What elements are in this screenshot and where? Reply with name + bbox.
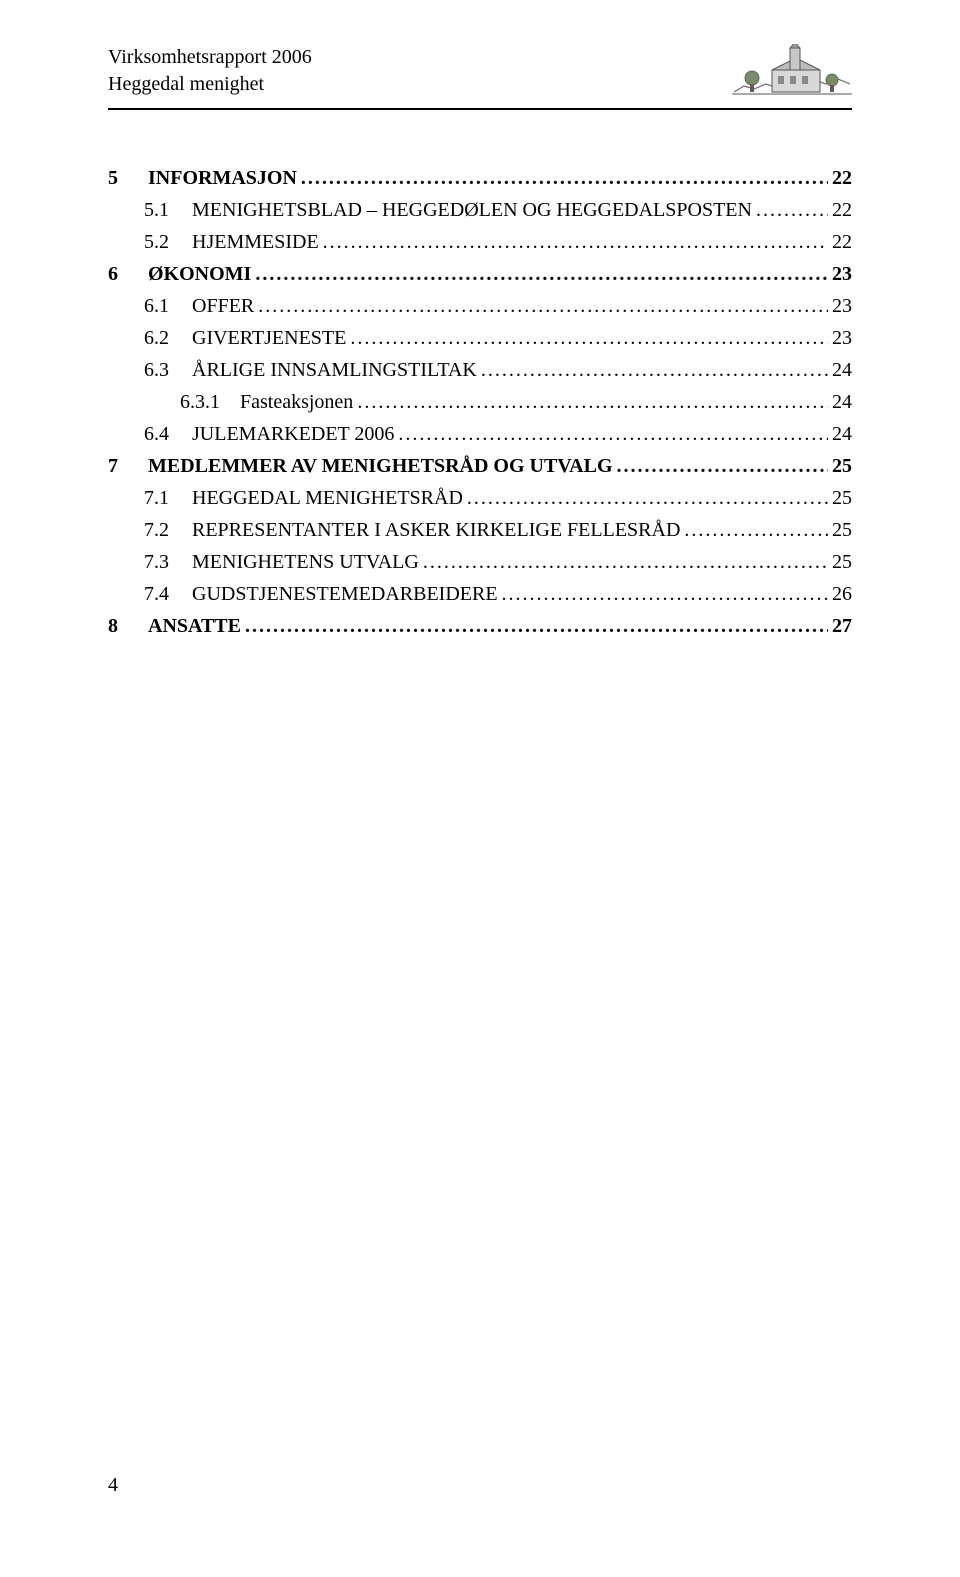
toc-page-number: 23: [832, 322, 852, 354]
toc-entry: 8ANSATTE................................…: [108, 610, 852, 642]
toc-title: JULEMARKEDET 2006: [192, 418, 394, 450]
toc-entry: 7.2REPRESENTANTER I ASKER KIRKELIGE FELL…: [108, 514, 852, 546]
toc-title: REPRESENTANTER I ASKER KIRKELIGE FELLESR…: [192, 514, 680, 546]
toc-entry: 7.4GUDSTJENESTEMEDARBEIDERE.............…: [108, 578, 852, 610]
toc-page-number: 27: [832, 610, 852, 642]
toc-leader-dots: ........................................…: [467, 482, 828, 514]
toc-page-number: 24: [832, 354, 852, 386]
toc-title: INFORMASJON: [148, 162, 297, 194]
toc-title: GIVERTJENESTE: [192, 322, 346, 354]
toc-entry: 5.2HJEMMESIDE...........................…: [108, 226, 852, 258]
toc-entry: 7.3MENIGHETENS UTVALG...................…: [108, 546, 852, 578]
church-illustration: [732, 44, 852, 102]
toc-number: 5: [108, 162, 148, 194]
toc-leader-dots: ........................................…: [301, 162, 828, 194]
toc-entry: 6.1OFFER................................…: [108, 290, 852, 322]
page-header: Virksomhetsrapport 2006 Heggedal menighe…: [108, 44, 852, 122]
toc-leader-dots: ........................................…: [350, 322, 828, 354]
toc-page-number: 22: [832, 226, 852, 258]
toc-page-number: 24: [832, 386, 852, 418]
toc-entry: 5INFORMASJON............................…: [108, 162, 852, 194]
toc-number: 6.1: [144, 290, 192, 322]
toc-number: 6.3: [144, 354, 192, 386]
toc-page-number: 22: [832, 194, 852, 226]
document-page: Virksomhetsrapport 2006 Heggedal menighe…: [0, 0, 960, 642]
toc-entry: 6.2GIVERTJENESTE........................…: [108, 322, 852, 354]
toc-number: 6.2: [144, 322, 192, 354]
toc-entry: 6ØKONOMI................................…: [108, 258, 852, 290]
toc-leader-dots: ........................................…: [756, 194, 828, 226]
toc-page-number: 22: [832, 162, 852, 194]
toc-page-number: 25: [832, 482, 852, 514]
toc-leader-dots: ........................................…: [398, 418, 828, 450]
toc-entry: 6.4JULEMARKEDET 2006....................…: [108, 418, 852, 450]
toc-page-number: 25: [832, 450, 852, 482]
toc-leader-dots: ........................................…: [423, 546, 828, 578]
toc-entry: 5.1MENIGHETSBLAD – HEGGEDØLEN OG HEGGEDA…: [108, 194, 852, 226]
toc-leader-dots: ........................................…: [258, 290, 828, 322]
toc-title: MEDLEMMER AV MENIGHETSRÅD OG UTVALG: [148, 450, 613, 482]
toc-title: OFFER: [192, 290, 254, 322]
toc-page-number: 25: [832, 546, 852, 578]
toc-entry: 6.3ÅRLIGE INNSAMLINGSTILTAK.............…: [108, 354, 852, 386]
toc-page-number: 26: [832, 578, 852, 610]
toc-number: 7.4: [144, 578, 192, 610]
table-of-contents: 5INFORMASJON............................…: [108, 162, 852, 642]
toc-number: 7.1: [144, 482, 192, 514]
toc-number: 6.4: [144, 418, 192, 450]
toc-leader-dots: ........................................…: [323, 226, 828, 258]
toc-number: 7.2: [144, 514, 192, 546]
toc-number: 6: [108, 258, 148, 290]
toc-leader-dots: ........................................…: [481, 354, 828, 386]
toc-title: ØKONOMI: [148, 258, 251, 290]
toc-number: 5.2: [144, 226, 192, 258]
toc-leader-dots: ........................................…: [255, 258, 828, 290]
toc-page-number: 23: [832, 290, 852, 322]
toc-number: 6.3.1: [180, 386, 240, 418]
toc-title: ANSATTE: [148, 610, 241, 642]
toc-title: HEGGEDAL MENIGHETSRÅD: [192, 482, 463, 514]
toc-page-number: 23: [832, 258, 852, 290]
toc-page-number: 24: [832, 418, 852, 450]
toc-entry: 7MEDLEMMER AV MENIGHETSRÅD OG UTVALG....…: [108, 450, 852, 482]
toc-leader-dots: ........................................…: [357, 386, 828, 418]
toc-title: MENIGHETSBLAD – HEGGEDØLEN OG HEGGEDALSP…: [192, 194, 752, 226]
toc-title: ÅRLIGE INNSAMLINGSTILTAK: [192, 354, 477, 386]
toc-page-number: 25: [832, 514, 852, 546]
page-number: 4: [108, 1474, 118, 1497]
toc-title: HJEMMESIDE: [192, 226, 319, 258]
toc-number: 8: [108, 610, 148, 642]
toc-entry: 6.3.1Fasteaksjonen......................…: [108, 386, 852, 418]
toc-title: GUDSTJENESTEMEDARBEIDERE: [192, 578, 498, 610]
toc-leader-dots: ........................................…: [684, 514, 828, 546]
toc-number: 7: [108, 450, 148, 482]
toc-entry: 7.1HEGGEDAL MENIGHETSRÅD................…: [108, 482, 852, 514]
toc-leader-dots: ........................................…: [245, 610, 828, 642]
toc-title: Fasteaksjonen: [240, 386, 353, 418]
toc-number: 5.1: [144, 194, 192, 226]
header-divider: [108, 108, 852, 110]
toc-number: 7.3: [144, 546, 192, 578]
toc-leader-dots: ........................................…: [502, 578, 828, 610]
toc-title: MENIGHETENS UTVALG: [192, 546, 419, 578]
toc-leader-dots: ........................................…: [617, 450, 828, 482]
